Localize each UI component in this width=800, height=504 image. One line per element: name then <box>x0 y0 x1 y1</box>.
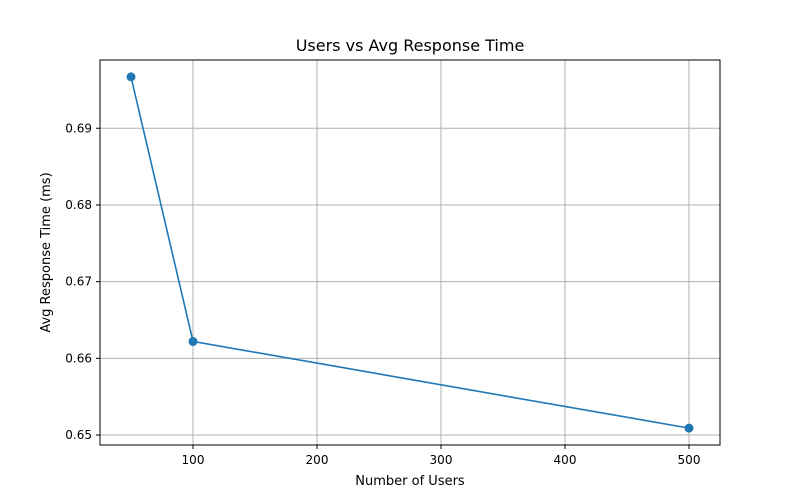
data-point <box>188 336 198 346</box>
grid-layer <box>100 60 720 445</box>
x-tick-label: 300 <box>430 453 453 467</box>
tick-layer: 100 200 300 400 500 0.65 0.66 0.67 0.68 0.69 <box>65 121 700 467</box>
data-point <box>126 72 136 82</box>
y-tick-label: 0.67 <box>65 275 92 289</box>
y-tick-label: 0.68 <box>65 198 92 212</box>
y-axis-label: Avg Response Time (ms) <box>39 172 54 332</box>
series-layer <box>126 72 694 433</box>
x-axis-label: Number of Users <box>355 474 465 489</box>
x-tick-label: 100 <box>182 453 205 467</box>
x-tick-label: 500 <box>678 453 701 467</box>
y-tick-label: 0.65 <box>65 428 92 442</box>
chart-title: Users vs Avg Response Time <box>296 36 525 55</box>
data-point <box>684 423 694 433</box>
y-tick-label: 0.69 <box>65 121 92 135</box>
y-tick-label: 0.66 <box>65 351 92 365</box>
x-tick-label: 400 <box>554 453 577 467</box>
series-line <box>130 76 690 429</box>
x-tick-label: 200 <box>306 453 329 467</box>
plot-frame <box>99 59 721 446</box>
